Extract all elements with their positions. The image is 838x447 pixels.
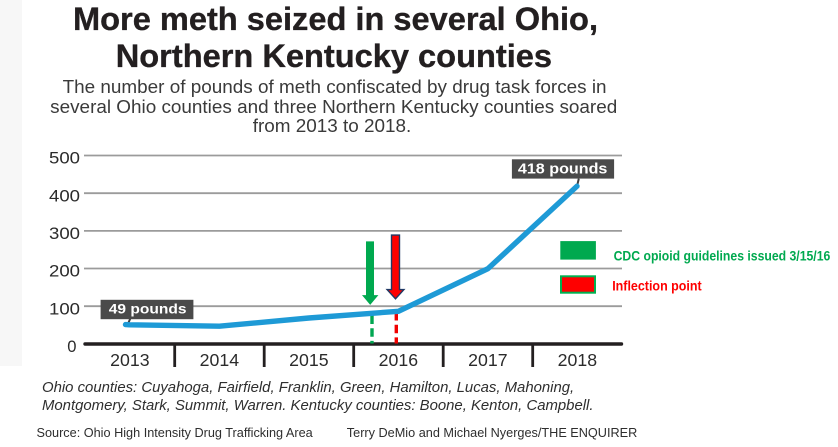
svg-text:2017: 2017 — [468, 350, 507, 370]
svg-text:300: 300 — [49, 224, 80, 243]
svg-text:418 pounds: 418 pounds — [518, 162, 608, 178]
svg-text:0: 0 — [67, 337, 76, 356]
svg-text:2016: 2016 — [379, 350, 419, 370]
svg-text:2013: 2013 — [110, 350, 150, 370]
svg-text:49 pounds: 49 pounds — [109, 302, 187, 318]
svg-text:200: 200 — [49, 262, 80, 281]
svg-text:100: 100 — [49, 299, 80, 318]
svg-text:500: 500 — [49, 149, 80, 168]
svg-text:Inflection point: Inflection point — [612, 278, 702, 294]
svg-text:2015: 2015 — [289, 350, 329, 370]
svg-text:CDC opioid guidelines issued 3: CDC opioid guidelines issued 3/15/16 — [614, 247, 831, 263]
svg-text:400: 400 — [49, 186, 80, 205]
svg-text:2018: 2018 — [558, 350, 598, 370]
svg-text:2014: 2014 — [200, 350, 240, 370]
